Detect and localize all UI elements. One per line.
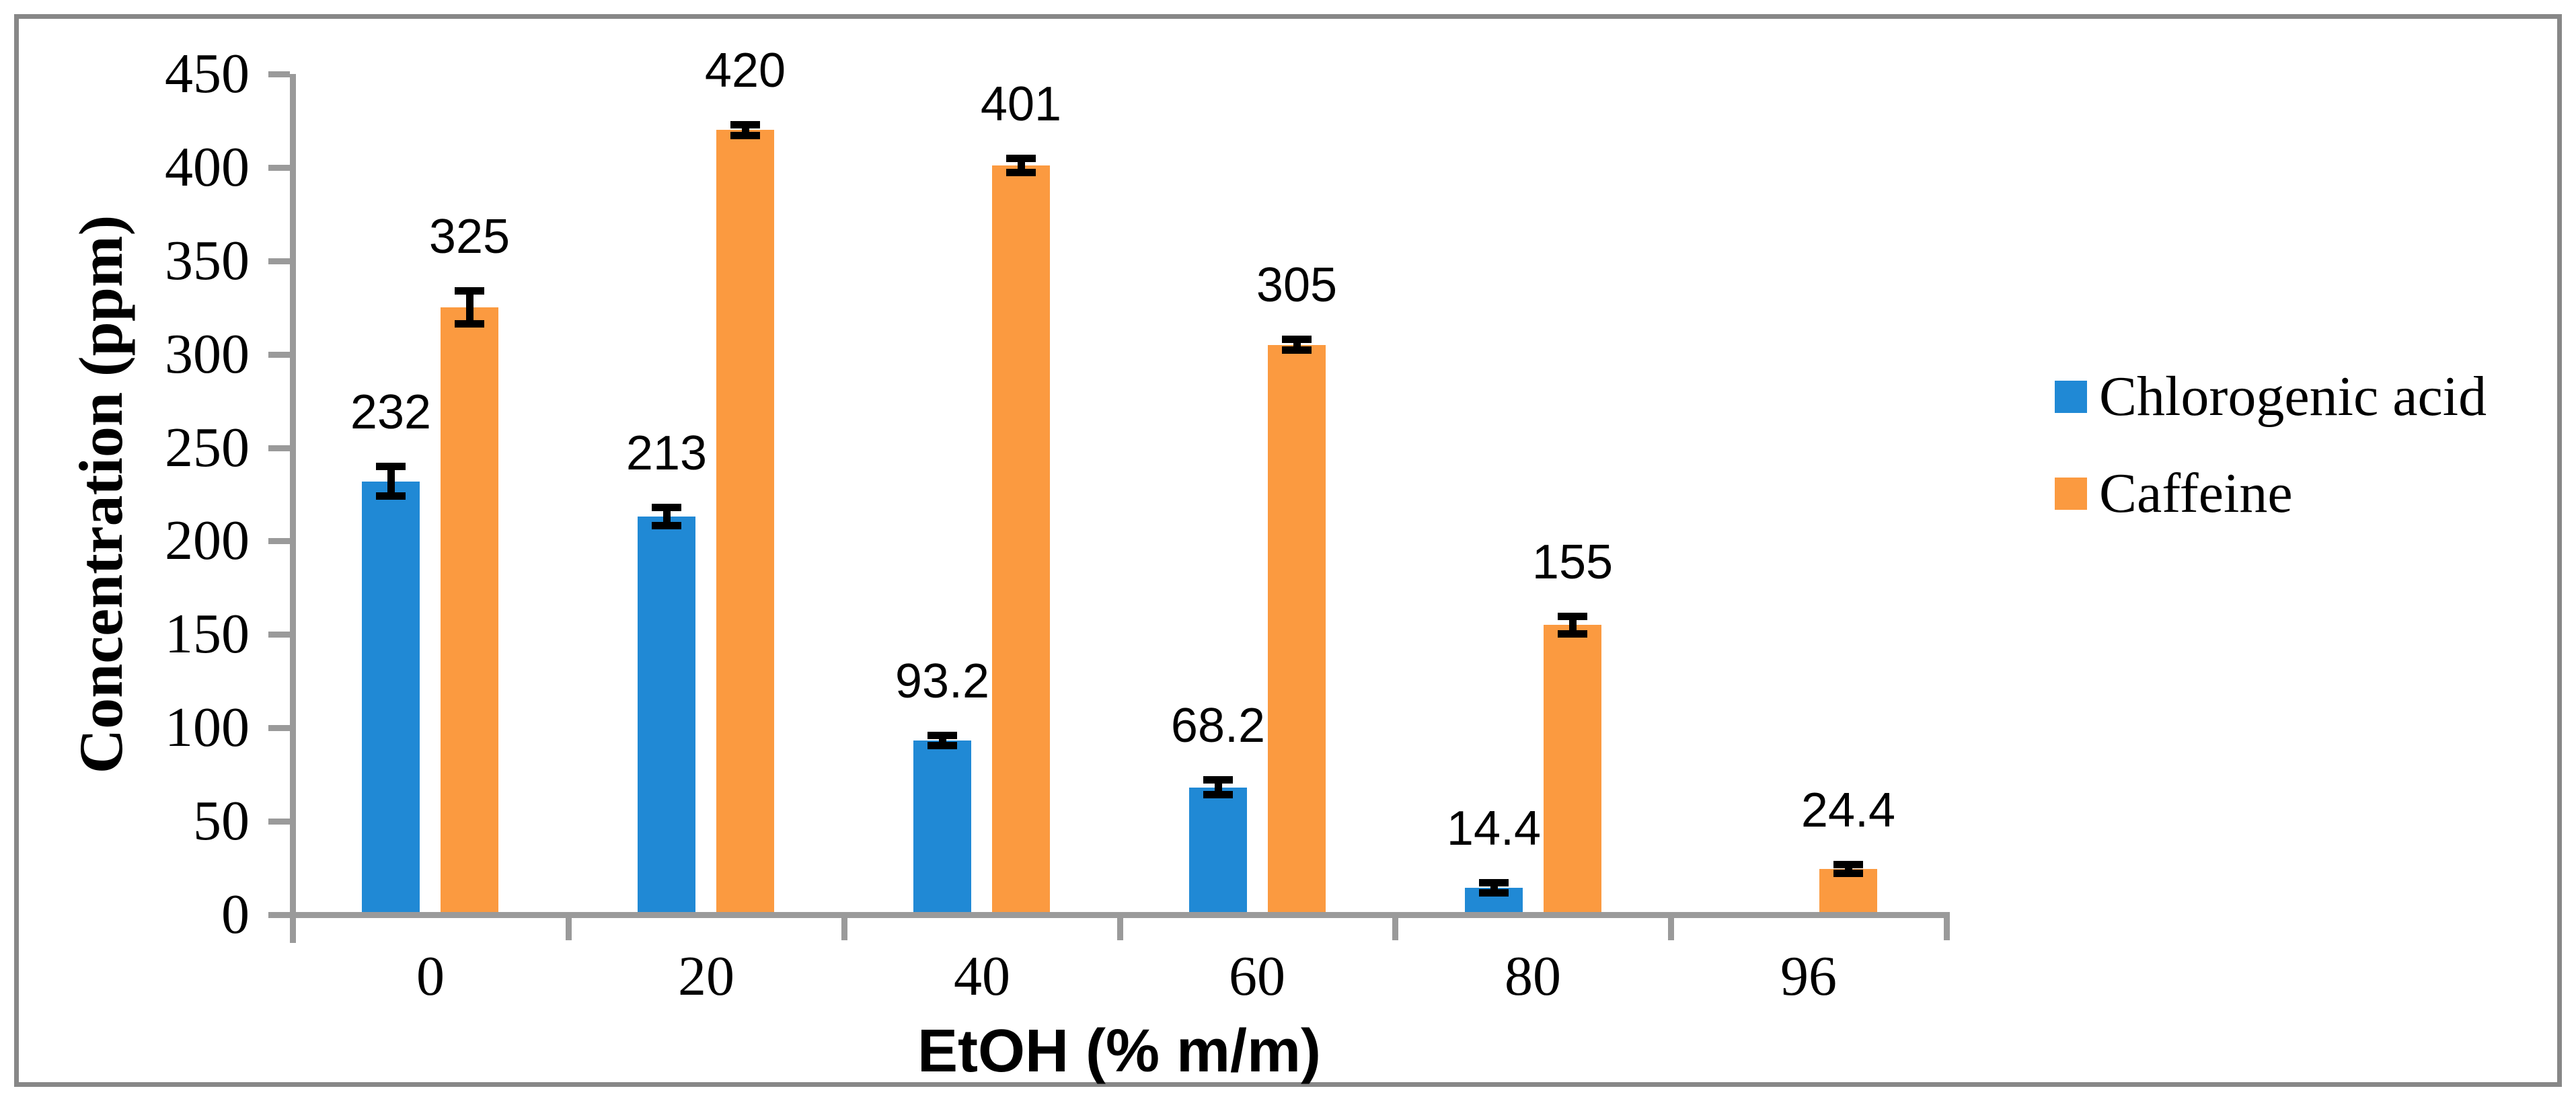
- y-axis-tick-label-350: 350: [165, 229, 250, 292]
- y-axis-tick-200: [268, 538, 290, 544]
- bar-chlorogenic-acid-40: [913, 741, 971, 912]
- y-axis-tick-label-150: 150: [165, 603, 250, 665]
- bar-caffeine-80: [1544, 625, 1601, 912]
- data-label-caffeine-60: 305: [1256, 258, 1338, 312]
- y-axis-tick-300: [268, 352, 290, 358]
- error-bar-line-caffeine-60: [1293, 339, 1301, 350]
- data-label-caffeine-80: 155: [1531, 535, 1614, 589]
- error-bar-cap-bottom-chlorogenic-acid-0: [376, 492, 406, 500]
- error-bar-cap-bottom-caffeine-80: [1558, 630, 1587, 638]
- data-label-chlorogenic-acid-20: 213: [626, 426, 708, 480]
- y-axis-tick-400: [268, 165, 290, 171]
- error-bar-cap-bottom-chlorogenic-acid-40: [927, 742, 957, 749]
- error-bar-cap-bottom-caffeine-96: [1833, 870, 1863, 877]
- y-axis-tick-450: [268, 71, 290, 77]
- y-axis-tick-250: [268, 445, 290, 451]
- x-axis-tick-5: [1668, 917, 1674, 940]
- error-bar-line-chlorogenic-acid-0: [387, 466, 395, 496]
- error-bar-line-caffeine-80: [1569, 616, 1577, 635]
- y-axis-tick-label-300: 300: [165, 323, 250, 385]
- error-bar-line-chlorogenic-acid-80: [1490, 882, 1498, 894]
- error-bar-cap-bottom-caffeine-0: [455, 320, 484, 328]
- error-bar-line-caffeine-96: [1845, 864, 1852, 874]
- error-bar-cap-top-caffeine-60: [1282, 336, 1312, 343]
- y-axis-tick-label-0: 0: [221, 883, 250, 946]
- legend: Chlorogenic acid Caffeine: [2055, 365, 2487, 525]
- bar-caffeine-20: [716, 130, 774, 912]
- data-label-chlorogenic-acid-0: 232: [350, 385, 432, 439]
- bar-chlorogenic-acid-20: [638, 517, 695, 912]
- data-label-chlorogenic-acid-60: 68.2: [1170, 699, 1266, 753]
- chart-border-frame: [14, 14, 2562, 1087]
- error-bar-cap-bottom-caffeine-60: [1282, 346, 1312, 354]
- error-bar-cap-bottom-caffeine-20: [730, 132, 760, 139]
- x-axis-category-label-96: 96: [1780, 945, 1837, 1008]
- legend-item-chlorogenic-acid: Chlorogenic acid: [2055, 365, 2487, 428]
- y-axis-line: [290, 74, 296, 943]
- error-bar-cap-top-caffeine-80: [1558, 613, 1587, 620]
- y-axis-tick-100: [268, 725, 290, 731]
- x-axis-line: [290, 912, 1950, 918]
- error-bar-cap-top-chlorogenic-acid-80: [1479, 879, 1509, 886]
- x-axis-category-label-0: 0: [416, 945, 445, 1008]
- y-axis-tick-label-200: 200: [165, 509, 250, 572]
- error-bar-line-chlorogenic-acid-40: [939, 735, 946, 747]
- legend-swatch-chlorogenic-acid: [2055, 381, 2087, 413]
- error-bar-cap-top-chlorogenic-acid-20: [652, 504, 681, 511]
- bar-chlorogenic-acid-0: [362, 482, 420, 912]
- legend-swatch-caffeine: [2055, 478, 2087, 510]
- x-axis-category-label-20: 20: [678, 945, 734, 1008]
- y-axis-tick-150: [268, 632, 290, 638]
- legend-label-chlorogenic-acid: Chlorogenic acid: [2099, 365, 2487, 428]
- error-bar-cap-top-chlorogenic-acid-0: [376, 463, 406, 470]
- x-axis-tick-2: [841, 917, 847, 940]
- error-bar-cap-top-caffeine-96: [1833, 861, 1863, 868]
- y-axis-tick-label-450: 450: [165, 42, 250, 105]
- legend-item-caffeine: Caffeine: [2055, 462, 2487, 525]
- error-bar-cap-bottom-chlorogenic-acid-60: [1203, 791, 1233, 798]
- data-label-caffeine-0: 325: [428, 210, 510, 264]
- legend-label-caffeine: Caffeine: [2099, 462, 2293, 525]
- x-axis-tick-0: [290, 917, 296, 940]
- error-bar-line-chlorogenic-acid-20: [663, 507, 671, 526]
- bar-caffeine-60: [1268, 345, 1326, 912]
- error-bar-cap-top-caffeine-40: [1006, 155, 1036, 162]
- bar-caffeine-40: [992, 165, 1050, 912]
- x-axis-tick-6: [1944, 917, 1950, 940]
- data-label-caffeine-96: 24.4: [1801, 784, 1896, 837]
- y-axis-tick-label-100: 100: [165, 696, 250, 759]
- error-bar-cap-top-chlorogenic-acid-40: [927, 732, 957, 739]
- y-axis-tick-label-50: 50: [193, 790, 250, 852]
- error-bar-cap-bottom-chlorogenic-acid-20: [652, 522, 681, 529]
- error-bar-cap-top-caffeine-0: [455, 287, 484, 295]
- bar-chlorogenic-acid-60: [1189, 788, 1247, 912]
- error-bar-cap-top-chlorogenic-acid-60: [1203, 776, 1233, 784]
- x-axis-tick-1: [566, 917, 572, 940]
- y-axis-tick-50: [268, 819, 290, 825]
- error-bar-cap-top-caffeine-20: [730, 121, 760, 128]
- y-axis-tick-label-250: 250: [165, 416, 250, 479]
- error-bar-cap-bottom-chlorogenic-acid-80: [1479, 889, 1509, 897]
- x-axis-category-label-80: 80: [1505, 945, 1561, 1008]
- x-axis-title: EtOH (% m/m): [917, 1018, 1322, 1085]
- data-label-chlorogenic-acid-40: 93.2: [895, 654, 990, 708]
- x-axis-tick-4: [1392, 917, 1398, 940]
- data-label-caffeine-20: 420: [704, 44, 786, 98]
- data-label-chlorogenic-acid-80: 14.4: [1446, 802, 1542, 856]
- y-axis-tick-0: [268, 912, 290, 918]
- data-label-caffeine-40: 401: [980, 77, 1062, 131]
- y-axis-tick-350: [268, 258, 290, 264]
- x-axis-tick-3: [1117, 917, 1123, 940]
- x-axis-category-label-60: 60: [1229, 945, 1285, 1008]
- error-bar-line-caffeine-20: [742, 124, 749, 136]
- bar-caffeine-0: [441, 307, 498, 912]
- y-axis-tick-label-400: 400: [165, 136, 250, 198]
- x-axis-category-label-40: 40: [954, 945, 1010, 1008]
- error-bar-line-caffeine-40: [1018, 158, 1025, 173]
- error-bar-line-caffeine-0: [466, 291, 473, 324]
- error-bar-line-chlorogenic-acid-60: [1215, 780, 1222, 794]
- error-bar-cap-bottom-caffeine-40: [1006, 169, 1036, 176]
